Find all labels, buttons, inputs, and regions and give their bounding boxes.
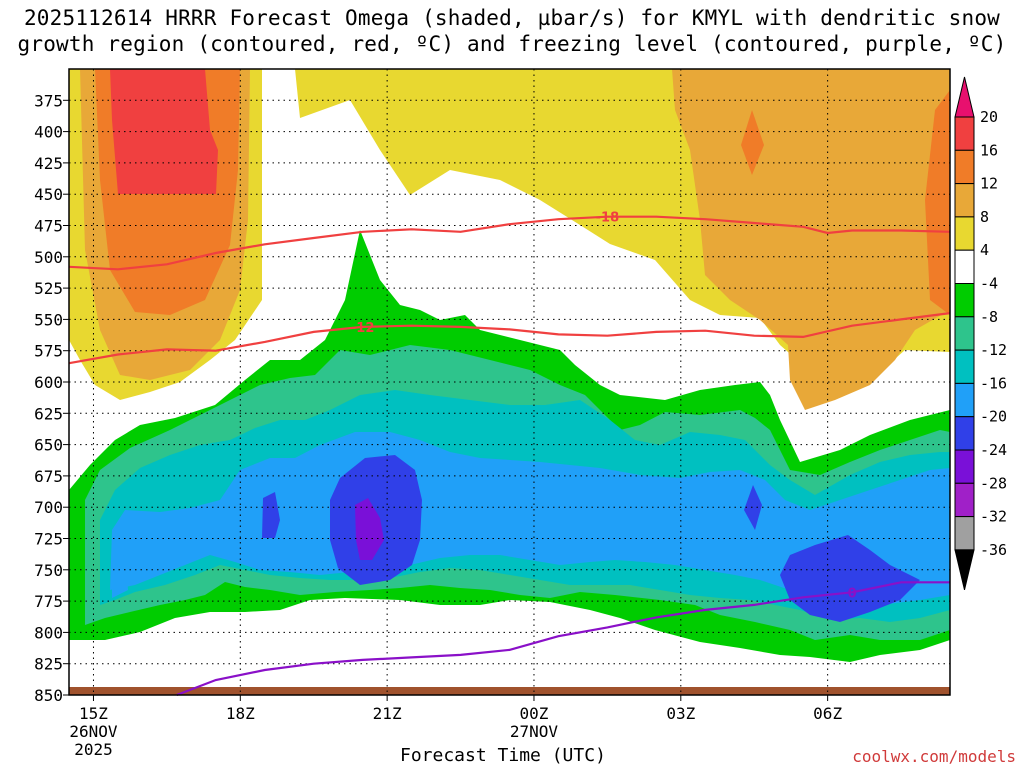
omega-shade-minus20-0330z [744, 485, 762, 530]
dgz-lower-label: -12 [351, 321, 375, 336]
colorbar-level-label: -32 [980, 508, 1007, 526]
colorbar-swatch [954, 349, 975, 384]
colorbar-level-label: -36 [980, 541, 1007, 559]
colorbar-level-label: 4 [980, 241, 989, 259]
colorbar-swatch [954, 216, 975, 251]
colorbar-swatch [954, 382, 975, 418]
gridlines [69, 69, 950, 695]
y-tick-label: 525 [34, 279, 63, 298]
chart-title-line-2: growth region (contoured, red, ºC) and f… [17, 32, 1007, 56]
dgz-upper-contour [68, 215, 951, 271]
colorbar-top-arrow [954, 76, 975, 118]
x-tick-label: 15Z [79, 704, 108, 723]
colorbar-swatch [954, 316, 975, 351]
y-tick-label: 725 [34, 530, 63, 549]
omega-shade-minus16-bowing [112, 555, 128, 598]
colorbar-swatch [954, 482, 975, 518]
omega-shading [69, 69, 950, 695]
ground-shading [69, 687, 950, 695]
x-tick-date-label: 26NOV [69, 722, 118, 741]
y-tick-label: 700 [34, 498, 63, 517]
colorbar-swatch [954, 116, 975, 151]
colorbar-level-label: -24 [980, 441, 1007, 459]
y-tick-label: 550 [34, 310, 63, 329]
omega-shade-minus24-core [355, 498, 384, 560]
colorbar-swatch [954, 449, 975, 484]
y-tick-label: 375 [34, 91, 63, 110]
omega-shade-minus20-06z [780, 535, 920, 622]
x-tick-label: 21Z [373, 704, 402, 723]
y-tick-label: 450 [34, 185, 63, 204]
y-tick-label: 575 [34, 342, 63, 361]
x-tick-date-label: 27NOV [510, 722, 559, 741]
colorbar-level-label: 12 [980, 175, 998, 193]
y-tick-label: 475 [34, 217, 63, 236]
y-tick-label: 850 [34, 686, 63, 705]
y-tick-label: 500 [34, 248, 63, 267]
omega-shade-8-right [672, 69, 950, 410]
colorbar-level-label: -16 [980, 374, 1007, 392]
chart-title-line-1: 2025112614 HRRR Forecast Omega (shaded, … [23, 6, 1001, 30]
y-tick-label: 775 [34, 592, 63, 611]
colorbar-swatch [954, 283, 975, 318]
y-tick-label: 825 [34, 655, 63, 674]
colorbar-level-label: -4 [980, 275, 998, 293]
colorbar-level-label: -28 [980, 474, 1007, 492]
colorbar-swatch [954, 149, 975, 185]
y-tick-label: 625 [34, 404, 63, 423]
dgz-lower-contour [68, 312, 951, 365]
y-axis: 375 400 425 450 475 500 525 550 575 600 625 650 675 7… [34, 91, 69, 705]
colorbar: 20 16 12 8 4 -4 -8 -12 -16 -20 -24 -28 -32 -36 [954, 76, 1007, 591]
y-tick-label: 800 [34, 623, 63, 642]
x-tick-label: 03Z [666, 704, 695, 723]
omega-shade-12-edge [925, 90, 950, 315]
x-tick-year-label: 2025 [74, 740, 113, 759]
colorbar-level-label: 16 [980, 141, 998, 159]
x-tick-label: 18Z [226, 704, 255, 723]
x-tick-label: 00Z [520, 704, 549, 723]
credit-link[interactable]: coolwx.com/models [852, 747, 1016, 766]
colorbar-bottom-arrow [954, 549, 975, 591]
colorbar-swatch [954, 183, 975, 218]
colorbar-level-label: -8 [980, 308, 998, 326]
colorbar-level-label: -12 [980, 341, 1007, 359]
colorbar-level-label: 8 [980, 208, 989, 226]
y-tick-label: 400 [34, 123, 63, 142]
colorbar-swatch [954, 249, 975, 284]
omega-shade-12-core [741, 110, 764, 175]
colorbar-level-label: 20 [980, 108, 998, 126]
y-tick-label: 425 [34, 154, 63, 173]
omega-shade-minus16 [110, 432, 950, 605]
x-tick-label: 06Z [813, 704, 842, 723]
dgz-upper-label: -18 [596, 211, 620, 226]
y-tick-label: 675 [34, 467, 63, 486]
colorbar-level-label: -20 [980, 408, 1007, 426]
colorbar-swatch [954, 416, 975, 451]
y-tick-label: 750 [34, 561, 63, 580]
y-tick-label: 650 [34, 436, 63, 455]
y-tick-label: 600 [34, 373, 63, 392]
contour-lines: -18 -12 0 [68, 211, 951, 697]
freezing-level-label: 0 [848, 586, 857, 601]
omega-shade-minus20-left [262, 492, 280, 538]
colorbar-swatch [954, 516, 975, 551]
freezing-level-contour [176, 581, 950, 697]
x-axis-title: Forecast Time (UTC) [400, 745, 606, 766]
